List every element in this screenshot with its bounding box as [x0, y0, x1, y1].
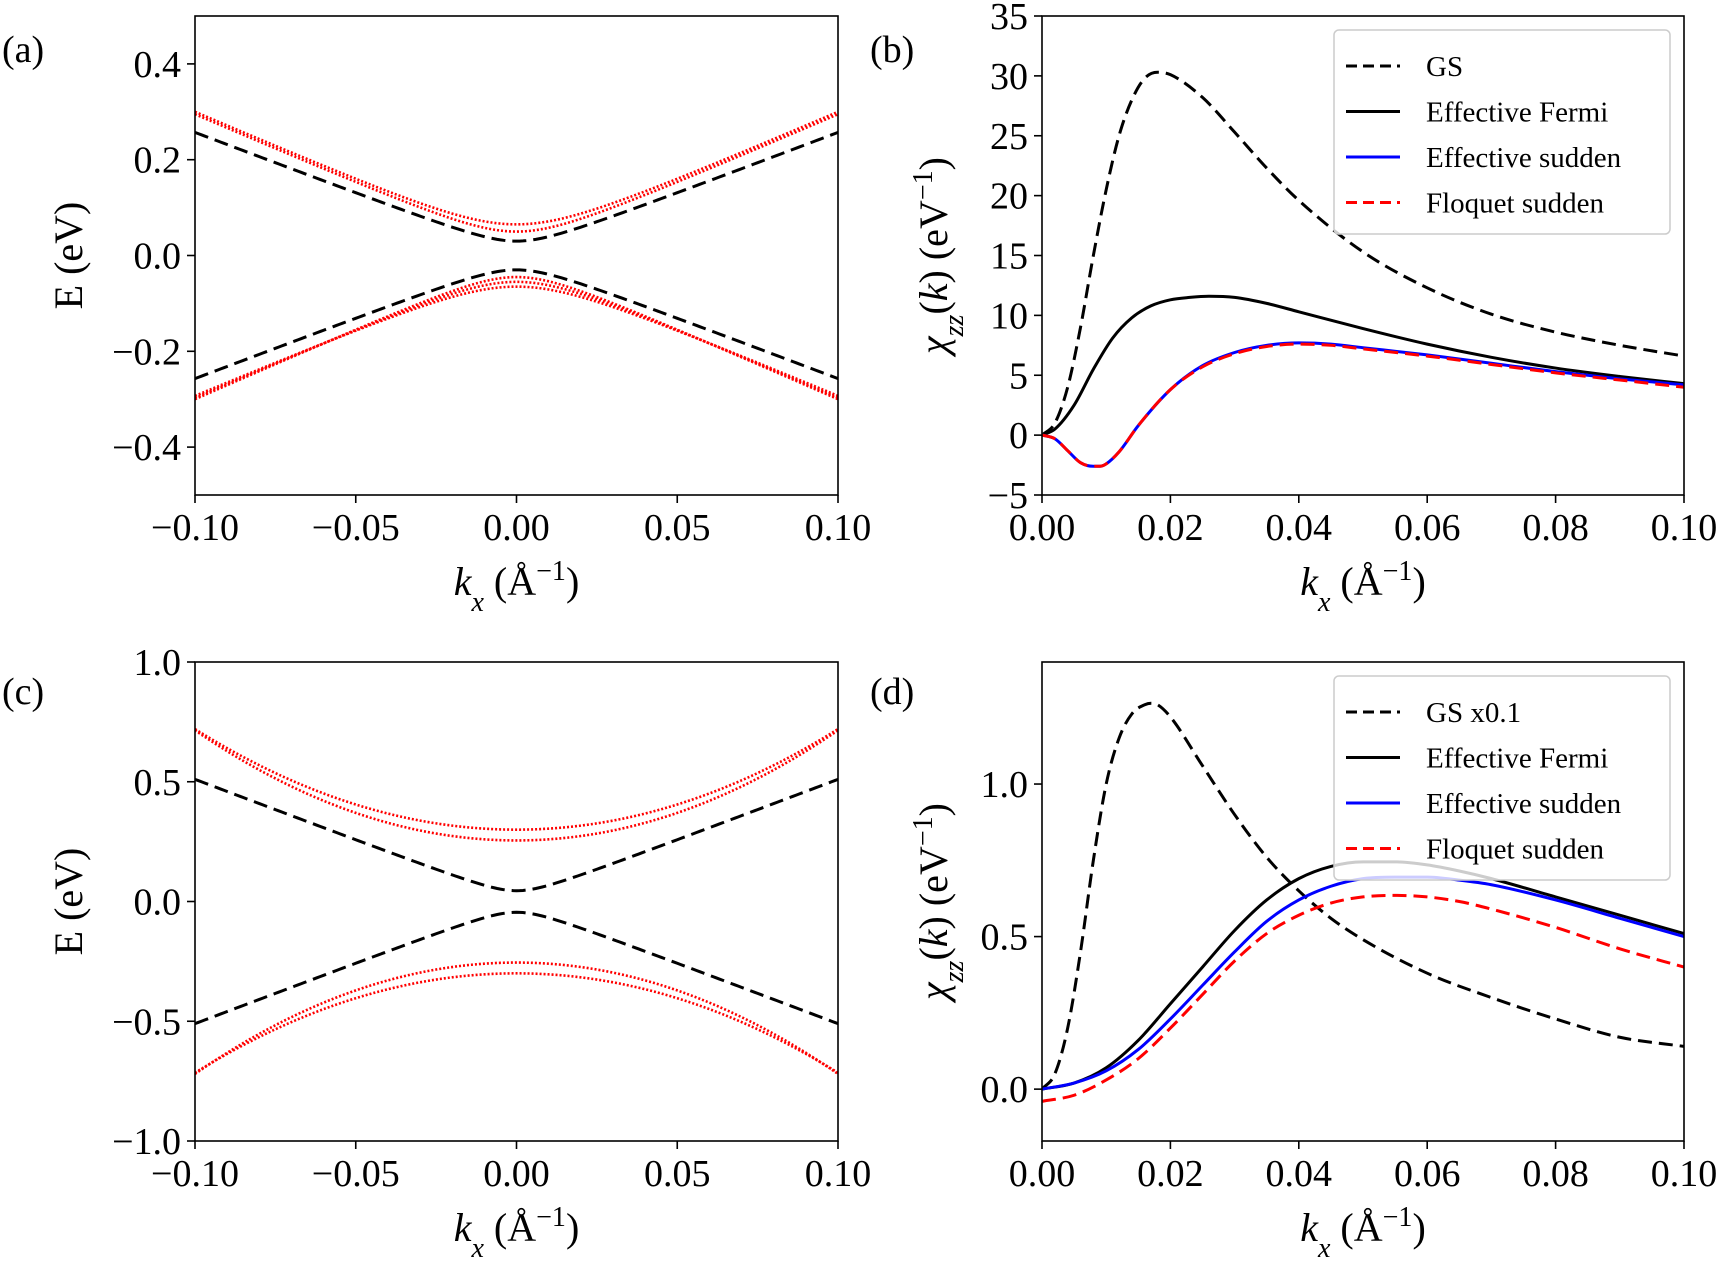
- x-tick-label: 0.10: [805, 507, 872, 549]
- x-tick-label: 0.04: [1266, 1153, 1333, 1195]
- x-tick-label: 0.10: [1651, 1153, 1718, 1195]
- x-axis-label: kx (Å−1): [454, 556, 580, 618]
- series-line-floquet-sudden: [1042, 342, 1684, 468]
- panel-b: 0.00 0.02 0.04 0.06 0.08 0.10 −5 0 5 10 15 20 25 30 35…: [870, 0, 1717, 618]
- y-tick-label: 0.5: [981, 917, 1029, 959]
- series-line-gs-x0-1: [1042, 701, 1684, 1091]
- x-axis-label: kx (Å−1): [1300, 556, 1426, 618]
- x-tick-label: 0.06: [1394, 507, 1461, 549]
- legend-box: [1333, 675, 1671, 881]
- panel-label-a: (a): [2, 29, 44, 71]
- y-tick-label: −0.4: [112, 427, 181, 469]
- panel-c: −0.10 −0.05 0.00 0.05 0.10 −1.0 −0.5 0.0 0.5 1.0 k…: [2, 642, 871, 1263]
- legend-entry-label: Effective Fermi: [1426, 743, 1608, 775]
- panel-label-c: (c): [2, 671, 44, 713]
- legend-entry-label: Effective Fermi: [1426, 97, 1608, 129]
- plot-area-b: [1042, 70, 1684, 468]
- panel-a: −0.10 −0.05 0.00 0.05 0.10 −0.4 −0.2 0.0 0.2 0.4 k…: [2, 15, 872, 618]
- plot-area-d: [1042, 701, 1684, 1103]
- band-curve-2: [195, 910, 838, 1026]
- legend-entry-label: Floquet sudden: [1426, 188, 1605, 220]
- x-tick-label: 0.00: [1009, 507, 1076, 549]
- x-tick-label: 0.10: [1651, 507, 1718, 549]
- y-tick-label: −5: [988, 475, 1028, 517]
- legend-entry-label: Effective sudden: [1426, 788, 1622, 820]
- y-tick-label: −1.0: [112, 1121, 181, 1163]
- x-tick-label: 0.04: [1266, 507, 1333, 549]
- band-curve-7: [195, 285, 838, 398]
- y-tick-label: 15: [990, 236, 1028, 278]
- x-tick-label: −0.10: [151, 507, 239, 549]
- y-tick-label: 35: [990, 0, 1028, 38]
- series-line-gs: [1042, 70, 1684, 437]
- y-axis-label: χzz(k) (eV−1): [908, 803, 970, 1004]
- axes-frame-d: [1041, 661, 1685, 1142]
- plot-area-c: [195, 727, 838, 1076]
- legend-d: GS x0.1 Effective Fermi Effective sudden Fl…: [1333, 675, 1671, 881]
- plot-area-a: [195, 110, 838, 401]
- band-curve-3: [195, 110, 838, 226]
- band-curve-4: [195, 113, 838, 233]
- x-tick-label: 0.02: [1137, 507, 1204, 549]
- band-curve-6: [195, 280, 838, 399]
- panel-d: 0.00 0.02 0.04 0.06 0.08 0.10 0.0 0.5 1.0 kx (Å−1…: [870, 661, 1718, 1263]
- x-tick-label: 0.02: [1137, 1153, 1204, 1195]
- x-tick-label: −0.05: [312, 507, 400, 549]
- y-axis-label: E (eV): [46, 202, 91, 310]
- panel-label-d: (d): [870, 671, 914, 713]
- y-tick-label: 0.0: [981, 1069, 1029, 1111]
- y-tick-label: 30: [990, 56, 1028, 98]
- legend-entry-label: GS x0.1: [1426, 697, 1521, 729]
- y-tick-label: 25: [990, 116, 1028, 158]
- x-tick-label: 0.00: [483, 1153, 550, 1195]
- series-line-effective-fermi: [1042, 294, 1684, 437]
- band-curve-1: [195, 777, 838, 893]
- x-tick-label: −0.10: [151, 1153, 239, 1195]
- x-tick-label: 0.05: [644, 507, 711, 549]
- legend-entry-label: Floquet sudden: [1426, 834, 1605, 866]
- y-tick-label: 5: [1009, 355, 1028, 397]
- y-tick-label: −0.2: [112, 331, 181, 373]
- x-tick-label: −0.05: [312, 1153, 400, 1195]
- band-curve-6: [195, 972, 838, 1074]
- y-tick-label: 0.4: [134, 44, 182, 86]
- band-curve-5: [195, 961, 838, 1076]
- legend-b: GS Effective Fermi Effective sudden Floquet…: [1333, 29, 1671, 235]
- band-curve-4: [195, 729, 838, 842]
- x-tick-label: 0.10: [805, 1153, 872, 1195]
- series-line-effective-fermi: [1042, 860, 1684, 1091]
- band-curve-2: [195, 268, 838, 381]
- y-axis-label: χzz(k) (eV−1): [908, 157, 970, 358]
- y-tick-label: 0.0: [134, 236, 182, 278]
- series-line-effective-sudden: [1042, 875, 1684, 1091]
- legend-entry-label: Effective sudden: [1426, 142, 1622, 174]
- band-curve-1: [195, 130, 838, 243]
- y-tick-label: 0.0: [134, 882, 182, 924]
- legend-entry-label: GS: [1426, 51, 1463, 83]
- y-tick-label: 1.0: [981, 764, 1029, 806]
- series-line-floquet-sudden: [1042, 893, 1684, 1103]
- y-tick-label: 20: [990, 176, 1028, 218]
- x-axis-label: kx (Å−1): [1300, 1202, 1426, 1263]
- panel-label-b: (b): [870, 29, 914, 71]
- x-tick-label: 0.00: [483, 507, 550, 549]
- x-tick-label: 0.06: [1394, 1153, 1461, 1195]
- y-tick-label: −0.5: [112, 1001, 181, 1043]
- x-tick-label: 0.08: [1522, 507, 1589, 549]
- y-tick-label: 0: [1009, 415, 1028, 457]
- x-axis-label: kx (Å−1): [454, 1202, 580, 1263]
- x-tick-label: 0.08: [1522, 1153, 1589, 1195]
- legend-box: [1333, 29, 1671, 235]
- y-tick-label: 1.0: [134, 642, 182, 684]
- y-axis-label: E (eV): [46, 848, 91, 956]
- y-tick-label: 0.2: [134, 140, 182, 182]
- x-tick-label: 0.05: [644, 1153, 711, 1195]
- y-tick-label: 10: [990, 295, 1028, 337]
- x-tick-label: 0.00: [1009, 1153, 1076, 1195]
- band-curve-3: [195, 727, 838, 831]
- y-tick-label: 0.5: [134, 762, 182, 804]
